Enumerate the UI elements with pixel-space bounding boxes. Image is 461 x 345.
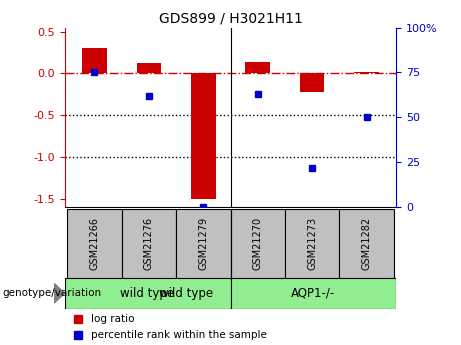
Text: GSM21282: GSM21282: [361, 217, 372, 270]
Bar: [176, 209, 230, 278]
Text: wild type: wild type: [159, 287, 213, 300]
Title: GDS899 / H3021H11: GDS899 / H3021H11: [159, 11, 302, 25]
Bar: [300, 73, 325, 92]
Bar: [65, 278, 230, 309]
Bar: [355, 72, 379, 73]
Text: GSM21273: GSM21273: [307, 217, 317, 270]
Bar: [136, 63, 161, 73]
Text: percentile rank within the sample: percentile rank within the sample: [91, 330, 267, 340]
Text: GSM21276: GSM21276: [144, 217, 154, 270]
Bar: [285, 209, 339, 278]
Bar: [67, 209, 122, 278]
Bar: [230, 278, 396, 309]
Bar: [82, 48, 106, 73]
Bar: [122, 209, 176, 278]
Text: GSM21270: GSM21270: [253, 217, 263, 270]
Bar: [245, 62, 270, 73]
Text: AQP1-/-: AQP1-/-: [291, 287, 336, 300]
Bar: [339, 209, 394, 278]
Text: GSM21266: GSM21266: [89, 217, 100, 270]
Polygon shape: [54, 284, 65, 303]
Text: wild type: wild type: [120, 287, 175, 300]
Text: GSM21279: GSM21279: [198, 217, 208, 270]
Text: genotype/variation: genotype/variation: [2, 288, 101, 298]
Text: log ratio: log ratio: [91, 314, 135, 324]
Bar: [191, 73, 216, 199]
Bar: [230, 209, 285, 278]
